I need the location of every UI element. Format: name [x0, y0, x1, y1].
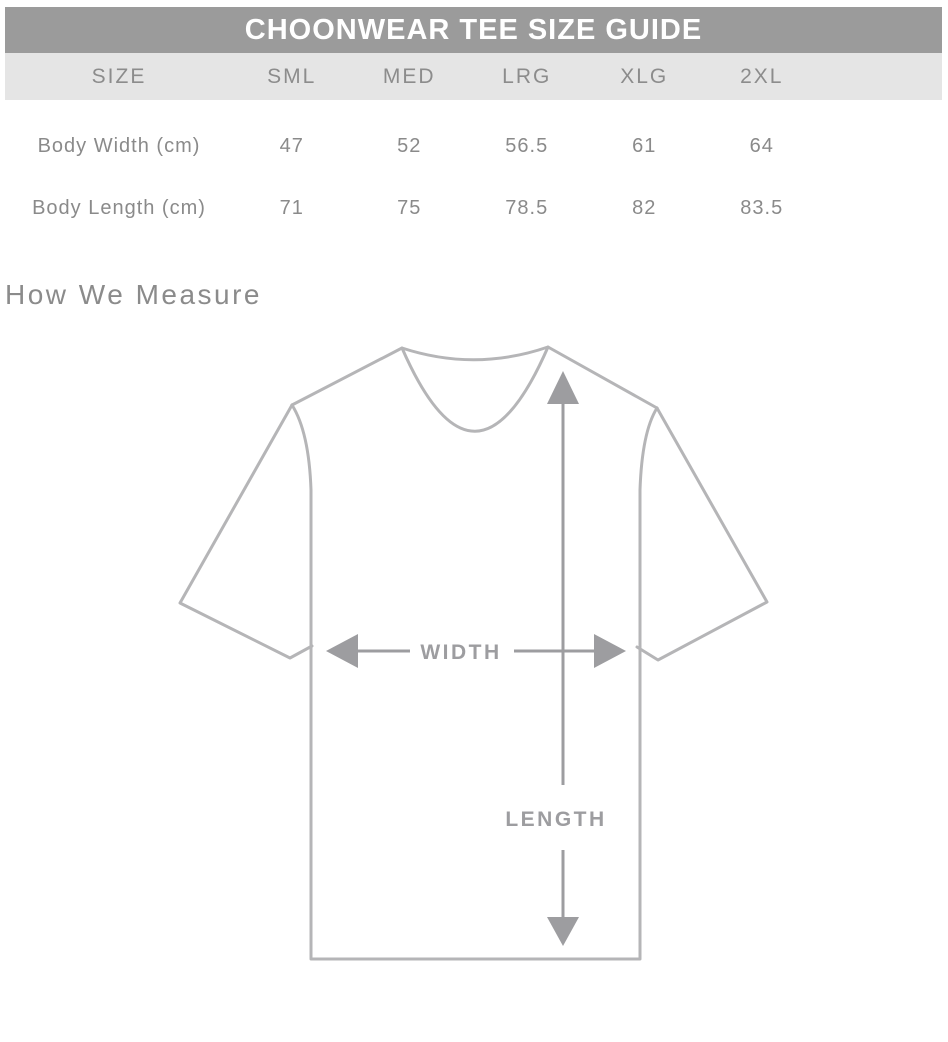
table-column-headers: SIZE SML MED LRG XLG 2XL	[5, 53, 942, 100]
row-label-body-length: Body Length (cm)	[32, 196, 206, 219]
tshirt-outline	[178, 345, 769, 961]
table-title: CHOONWEAR TEE SIZE GUIDE	[5, 7, 942, 53]
width-label: WIDTH	[420, 641, 501, 664]
row-label-body-width: Body Width (cm)	[37, 134, 201, 157]
body-length-xlg-value: 82	[632, 196, 657, 219]
column-header-2xl: 2XL	[740, 64, 784, 88]
column-header-xlg: XLG	[620, 64, 669, 88]
length-arrowhead-down	[547, 917, 579, 946]
how-we-measure-heading: How We Measure	[5, 279, 263, 310]
body-length-row: Body Length (cm) 71 75 78.5 82 83.5	[5, 177, 942, 239]
width-arrow: WIDTH	[326, 634, 626, 668]
tshirt-shoulders	[290, 345, 659, 410]
length-arrowhead-up	[547, 371, 579, 404]
column-header-size: SIZE	[91, 64, 147, 88]
body-length-lrg-value: 78.5	[505, 196, 549, 219]
column-header-sml: SML	[267, 64, 317, 88]
body-width-row: Body Width (cm) 47 52 56.5 61 64	[5, 115, 942, 177]
body-length-med-value: 75	[397, 196, 422, 219]
width-arrowhead-right	[594, 634, 626, 668]
tshirt-right-sleeve	[635, 406, 769, 662]
body-width-lrg-value: 56.5	[505, 134, 549, 157]
tee-measurement-diagram: LENGTH WIDTH	[178, 345, 769, 961]
body-width-sml-value: 47	[279, 134, 304, 157]
body-width-2xl-value: 64	[749, 134, 774, 157]
length-label: LENGTH	[505, 808, 606, 831]
tshirt-body	[290, 403, 659, 961]
width-arrowhead-left	[326, 634, 358, 668]
body-length-sml-value: 71	[279, 196, 304, 219]
body-width-med-value: 52	[397, 134, 422, 157]
size-guide-table: CHOONWEAR TEE SIZE GUIDE SIZE SML MED LR…	[5, 7, 942, 239]
column-header-lrg: LRG	[502, 64, 552, 88]
length-arrow: LENGTH	[505, 371, 606, 946]
body-width-xlg-value: 61	[632, 134, 657, 157]
tshirt-left-sleeve	[178, 403, 314, 660]
tshirt-neckline	[400, 345, 550, 433]
column-header-med: MED	[382, 64, 436, 88]
body-length-2xl-value: 83.5	[740, 196, 784, 219]
